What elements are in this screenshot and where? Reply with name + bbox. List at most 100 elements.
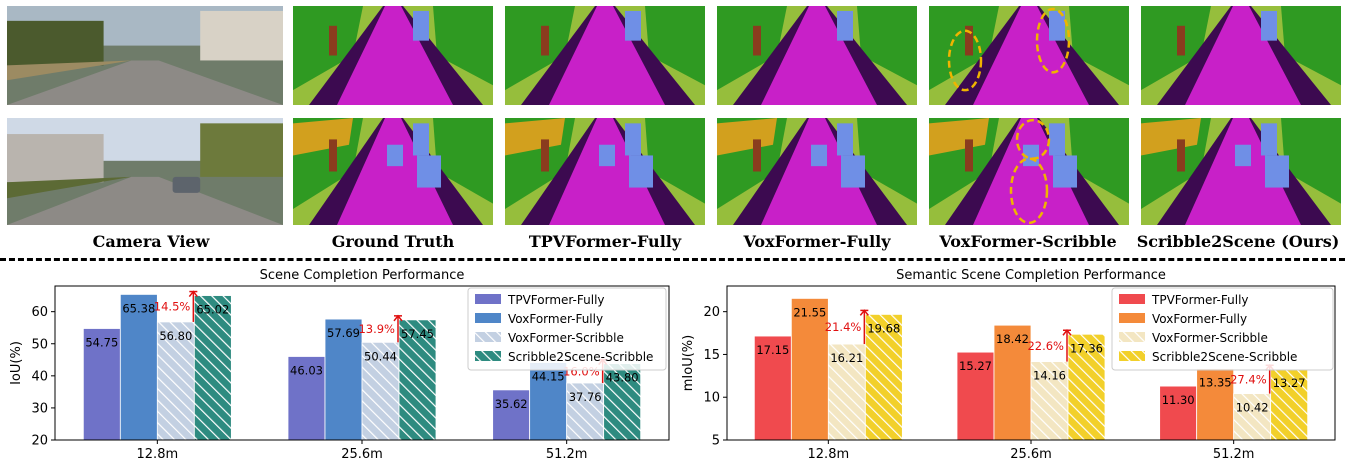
bar-voxformer-scribble	[1030, 361, 1069, 441]
bar-voxformer-scribble	[566, 382, 605, 441]
bar-tpvformer-fully	[82, 328, 121, 441]
bar-value-label: 65.38	[122, 301, 155, 315]
legend-label: VoxFormer-Scribble	[508, 331, 624, 345]
column-header-voxformer-scribble: VoxFormer-Scribble	[939, 232, 1117, 251]
legend-label: VoxFormer-Fully	[508, 312, 603, 326]
legend-label: VoxFormer-Scribble	[1152, 331, 1268, 345]
x-tick-label: 51.2m	[546, 447, 588, 462]
voxel-render-ground-truth-row-1	[293, 6, 493, 105]
legend-box	[1111, 287, 1334, 371]
voxel-render-voxformer-scribble-row-2	[929, 118, 1129, 225]
bar-voxformer-scribble	[827, 343, 866, 441]
bar-voxformer-fully	[790, 298, 829, 441]
voxel-render-ground-truth-row-2	[293, 118, 493, 225]
bar-value-label: 50.44	[364, 349, 397, 363]
scene-completion-chart: Scene Completion Performance IoU(%) 20 30 40…	[9, 268, 670, 462]
improvement-label: 22.6%	[1027, 339, 1064, 353]
legend-label: TPVFormer-Fully	[507, 293, 605, 307]
voxel-render-tpvformer-fully-row-2	[505, 118, 705, 225]
y-axis-label: IoU(%)	[9, 341, 24, 385]
legend-label: Scribble2Scene-Scribble	[1152, 350, 1297, 364]
bar-voxformer-fully	[119, 294, 158, 441]
bar-value-label: 18.42	[996, 332, 1029, 346]
bar-value-label: 65.02	[196, 303, 229, 317]
bar-scribble2scene-scribble	[1067, 333, 1106, 441]
bar-value-label: 21.55	[793, 305, 826, 319]
voxel-render-voxformer-scribble-row-1	[929, 6, 1129, 105]
y-tick-label: 40	[31, 369, 48, 384]
x-tick-label: 25.6m	[341, 447, 383, 462]
x-tick-label: 12.8m	[137, 447, 179, 462]
y-tick-label: 10	[703, 391, 720, 406]
camera-image-camera-view-row-1	[7, 6, 283, 105]
bar-tpvformer-fully	[753, 335, 792, 441]
legend-label: TPVFormer-Fully	[1151, 293, 1249, 307]
chart-title: Scene Completion Performance	[260, 268, 465, 283]
x-tick-label: 51.2m	[1213, 447, 1255, 462]
plot-frame	[54, 285, 670, 441]
legend-swatch	[475, 351, 501, 361]
plot-frame	[726, 285, 1336, 441]
legend-swatch	[1119, 313, 1145, 323]
bar-value-label: 57.69	[327, 326, 360, 340]
improvement-label: 21.4%	[825, 320, 862, 334]
y-tick-label: 30	[31, 401, 48, 416]
y-tick-label: 5	[712, 434, 720, 449]
y-tick-label: 15	[703, 348, 720, 363]
legend-label: VoxFormer-Fully	[1152, 312, 1247, 326]
bar-value-label: 37.76	[569, 390, 602, 404]
bar-scribble2scene-scribble	[193, 295, 232, 441]
bar-scribble2scene-scribble	[1270, 368, 1309, 441]
column-header-tpvformer-fully: TPVFormer-Fully	[528, 232, 682, 251]
improvement-label: 14.5%	[154, 300, 191, 314]
voxel-render-voxformer-fully-row-2	[717, 118, 917, 225]
legend-swatch	[475, 332, 501, 342]
y-tick-label: 20	[703, 305, 720, 320]
bar-tpvformer-fully	[1159, 385, 1198, 441]
legend-swatch	[1119, 294, 1145, 304]
voxel-render-voxformer-fully-row-1	[717, 6, 917, 105]
bar-value-label: 11.30	[1162, 393, 1195, 407]
bar-value-label: 19.68	[867, 321, 900, 335]
improvement-label: 13.9%	[358, 322, 395, 336]
legend-label: Scribble2Scene-Scribble	[508, 350, 653, 364]
column-header-scribble2scene: Scribble2Scene (Ours)	[1136, 232, 1340, 251]
legend-swatch	[475, 294, 501, 304]
bar-value-label: 46.03	[290, 363, 323, 377]
bar-value-label: 16.21	[830, 351, 863, 365]
bar-value-label: 15.27	[959, 359, 992, 373]
legend-swatch	[1119, 332, 1145, 342]
legend-swatch	[475, 313, 501, 323]
improvement-label: 27.4%	[1230, 372, 1267, 386]
bar-value-label: 44.15	[532, 370, 565, 384]
bar-value-label: 17.36	[1070, 341, 1103, 355]
camera-image-camera-view-row-2	[7, 118, 283, 225]
bar-value-label: 13.35	[1199, 376, 1232, 390]
dashed-divider	[0, 258, 1345, 261]
bar-value-label: 13.27	[1273, 376, 1306, 390]
bar-tpvformer-fully	[956, 351, 995, 441]
x-tick-label: 12.8m	[808, 447, 850, 462]
column-header-ground-truth: Ground Truth	[331, 232, 455, 251]
voxel-render-scribble2scene-row-2	[1141, 118, 1341, 225]
bar-value-label: 10.42	[1236, 401, 1269, 415]
y-tick-label: 50	[31, 337, 48, 352]
chart-title: Semantic Scene Completion Performance	[896, 268, 1166, 283]
bar-scribble2scene-scribble	[864, 314, 903, 441]
bar-value-label: 43.80	[606, 371, 639, 385]
x-tick-label: 25.6m	[1010, 447, 1052, 462]
y-axis-label: mIoU(%)	[681, 335, 696, 391]
column-header-voxformer-fully: VoxFormer-Fully	[743, 232, 891, 251]
column-header-camera-view: Camera View	[92, 232, 210, 251]
voxel-render-tpvformer-fully-row-1	[505, 6, 705, 105]
y-tick-label: 20	[31, 434, 48, 449]
legend-box	[467, 287, 667, 371]
bar-voxformer-fully	[529, 362, 568, 441]
y-tick-label: 60	[31, 305, 48, 320]
bar-value-label: 35.62	[495, 397, 528, 411]
bar-voxformer-scribble	[1233, 393, 1272, 441]
voxel-render-scribble2scene-row-1	[1141, 6, 1341, 105]
bar-value-label: 54.75	[85, 336, 118, 350]
bar-value-label: 17.15	[756, 343, 789, 357]
semantic-scene-completion-chart: Semantic Scene Completion Performance mIo…	[681, 268, 1336, 462]
